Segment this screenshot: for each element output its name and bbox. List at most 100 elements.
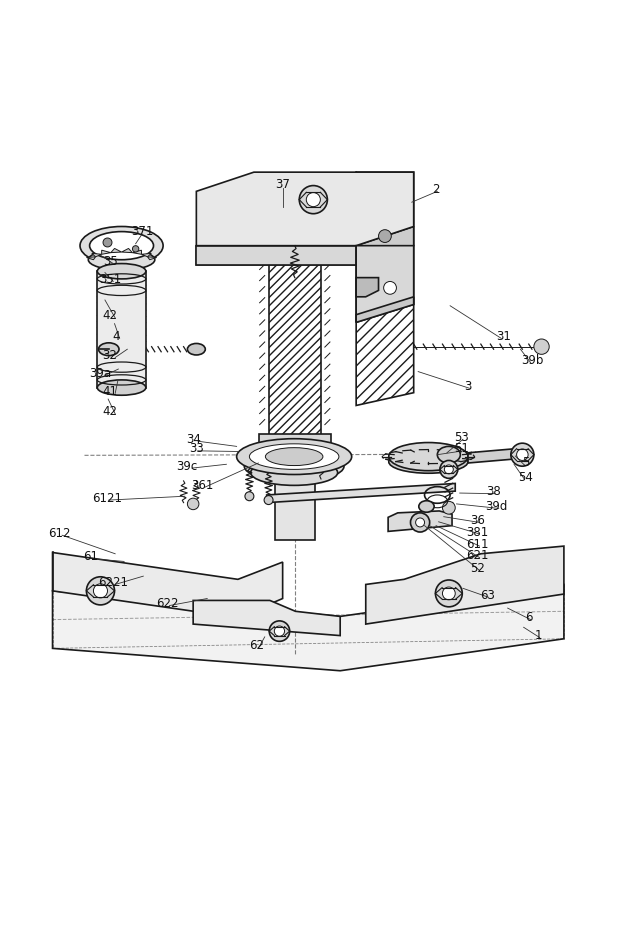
Polygon shape — [388, 511, 452, 532]
Text: 42: 42 — [103, 406, 117, 419]
Text: 611: 611 — [466, 538, 489, 551]
Text: 41: 41 — [103, 385, 117, 398]
Circle shape — [415, 518, 424, 527]
Text: 621: 621 — [466, 549, 489, 562]
Bar — [98, 271, 146, 388]
Polygon shape — [121, 248, 132, 253]
Bar — [261, 212, 329, 227]
Ellipse shape — [437, 446, 460, 463]
Ellipse shape — [245, 451, 344, 482]
Polygon shape — [53, 553, 282, 618]
Circle shape — [269, 621, 290, 642]
Text: 39b: 39b — [521, 355, 543, 368]
Polygon shape — [193, 600, 340, 635]
Ellipse shape — [90, 232, 153, 259]
Text: 52: 52 — [470, 562, 485, 575]
Text: 361: 361 — [191, 479, 214, 492]
Circle shape — [187, 498, 199, 509]
Text: 6121: 6121 — [92, 492, 122, 505]
Ellipse shape — [389, 450, 468, 473]
Text: 36: 36 — [470, 514, 485, 527]
Polygon shape — [468, 449, 513, 463]
Ellipse shape — [99, 343, 119, 356]
Text: 51: 51 — [454, 443, 469, 456]
Circle shape — [132, 245, 139, 252]
Text: 4: 4 — [113, 330, 120, 343]
Text: 6221: 6221 — [98, 576, 128, 589]
Polygon shape — [356, 172, 413, 406]
Ellipse shape — [419, 501, 434, 512]
Ellipse shape — [265, 447, 323, 466]
Circle shape — [274, 626, 284, 636]
Ellipse shape — [261, 205, 329, 220]
Circle shape — [410, 513, 429, 532]
Circle shape — [442, 501, 455, 514]
Text: 32: 32 — [103, 349, 117, 362]
Text: 622: 622 — [157, 597, 179, 610]
Bar — [268, 220, 321, 441]
Polygon shape — [356, 297, 413, 322]
Polygon shape — [87, 257, 96, 259]
Text: 2: 2 — [432, 183, 440, 196]
Text: 351: 351 — [99, 273, 121, 286]
Circle shape — [306, 193, 320, 206]
Text: 39c: 39c — [176, 459, 197, 472]
Circle shape — [444, 465, 453, 474]
Polygon shape — [111, 248, 121, 253]
Text: 53: 53 — [455, 431, 469, 444]
Polygon shape — [148, 257, 157, 259]
Ellipse shape — [187, 344, 205, 355]
Text: 612: 612 — [48, 527, 70, 540]
Circle shape — [511, 444, 534, 466]
Ellipse shape — [389, 443, 468, 470]
Ellipse shape — [237, 439, 352, 474]
Polygon shape — [53, 584, 564, 670]
Text: 63: 63 — [480, 589, 494, 602]
Text: 3: 3 — [464, 380, 472, 393]
Text: 1: 1 — [535, 629, 542, 642]
Polygon shape — [141, 254, 152, 257]
Ellipse shape — [89, 249, 155, 270]
Text: 39d: 39d — [485, 500, 508, 513]
Polygon shape — [196, 227, 413, 265]
Polygon shape — [366, 546, 564, 624]
Text: 5: 5 — [522, 457, 529, 469]
Bar — [259, 434, 331, 447]
Text: 61: 61 — [83, 550, 98, 563]
Circle shape — [435, 580, 462, 607]
Polygon shape — [92, 254, 101, 257]
Ellipse shape — [80, 227, 163, 265]
Text: 54: 54 — [518, 470, 533, 483]
Ellipse shape — [249, 444, 339, 469]
Text: 34: 34 — [186, 432, 200, 445]
Text: 42: 42 — [103, 309, 117, 322]
Text: 6: 6 — [525, 611, 532, 624]
Circle shape — [517, 449, 528, 460]
Ellipse shape — [250, 460, 338, 485]
Text: 381: 381 — [467, 526, 489, 539]
Circle shape — [534, 339, 549, 355]
Circle shape — [264, 495, 273, 505]
Polygon shape — [101, 250, 111, 255]
Text: 37: 37 — [275, 179, 290, 192]
Polygon shape — [266, 483, 455, 503]
Ellipse shape — [98, 264, 146, 279]
Text: 39a: 39a — [89, 367, 112, 380]
Circle shape — [87, 577, 114, 605]
Text: 38: 38 — [486, 485, 501, 498]
Circle shape — [299, 185, 327, 214]
Bar — [275, 441, 315, 540]
Ellipse shape — [98, 380, 146, 395]
Text: 62: 62 — [250, 639, 265, 652]
Polygon shape — [356, 278, 379, 297]
Circle shape — [440, 460, 458, 479]
Text: 35: 35 — [103, 256, 117, 269]
Circle shape — [103, 238, 112, 247]
Polygon shape — [132, 250, 141, 255]
Circle shape — [442, 587, 455, 600]
Text: 33: 33 — [189, 443, 204, 456]
Circle shape — [384, 282, 396, 294]
Circle shape — [94, 583, 107, 598]
Circle shape — [379, 230, 392, 243]
Text: 31: 31 — [496, 330, 510, 343]
